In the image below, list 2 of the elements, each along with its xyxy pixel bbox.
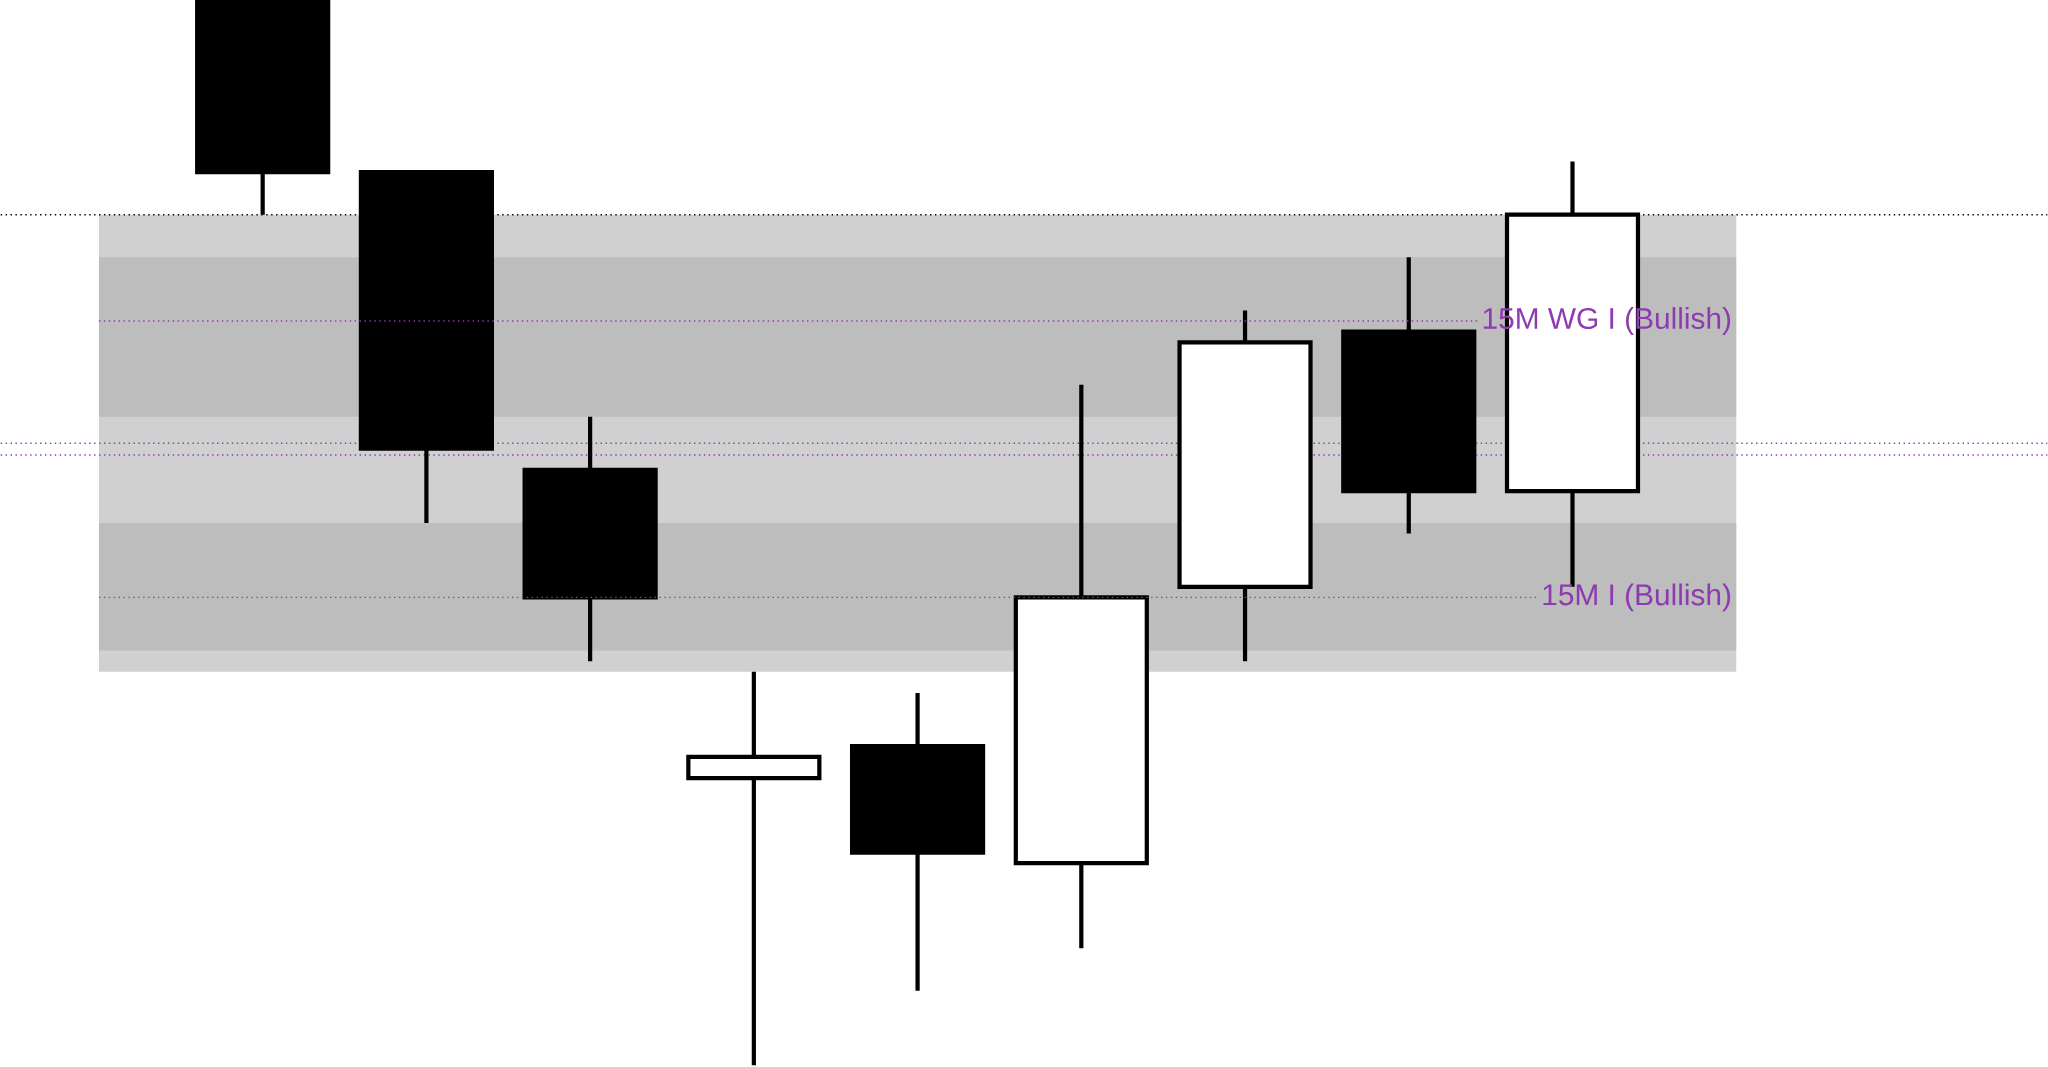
candlestick [686,671,822,1066]
ref-line-label: 15M I (Bullish) [1543,583,1731,612]
